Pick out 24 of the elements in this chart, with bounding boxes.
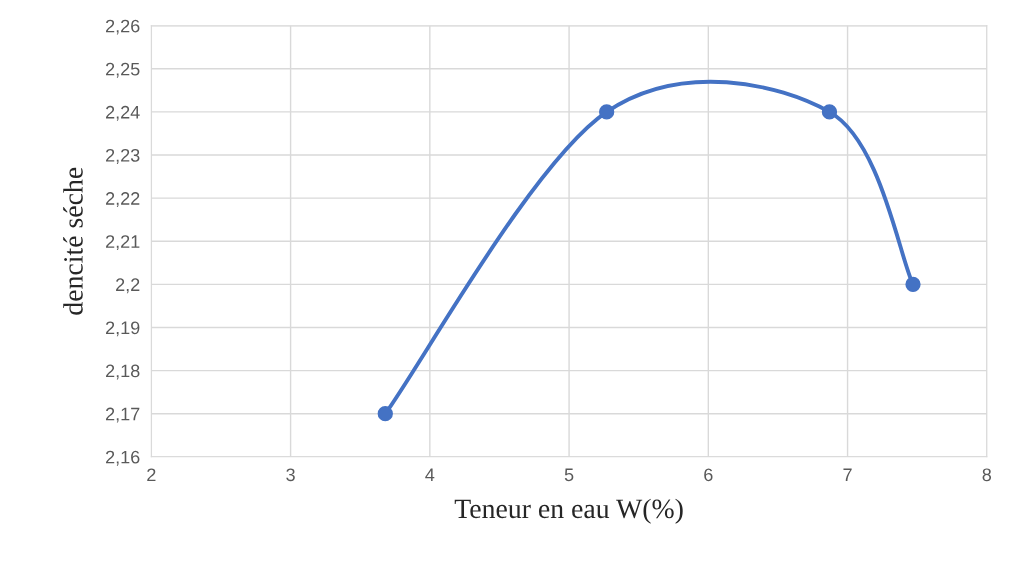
y-axis-title: dencité séche bbox=[63, 167, 83, 315]
y-tick-label: 2,23 bbox=[106, 148, 140, 164]
y-tick-label: 2,16 bbox=[106, 450, 140, 466]
y-tick-label: 2,26 bbox=[106, 19, 140, 35]
y-tick-label: 2,19 bbox=[106, 321, 140, 337]
x-tick-label: 8 bbox=[982, 468, 992, 482]
point bbox=[377, 406, 393, 422]
x-tick-label: 3 bbox=[286, 468, 295, 482]
point bbox=[599, 104, 615, 120]
x-tick-label: 2 bbox=[147, 468, 156, 481]
y-tick-label: 2,21 bbox=[106, 235, 140, 251]
y-tick-label: 2,24 bbox=[106, 105, 140, 121]
x-axis-title: Teneur en eau W(%) bbox=[454, 498, 683, 524]
y-tick-label: 2,17 bbox=[106, 407, 140, 423]
y-tick-label: 2,25 bbox=[106, 62, 140, 78]
x-tick-label: 4 bbox=[425, 468, 435, 481]
point bbox=[905, 276, 921, 292]
y-tick-label: 2,22 bbox=[106, 192, 140, 207]
y-tick-label: 2,2 bbox=[116, 278, 140, 294]
y-tick-label: 2,18 bbox=[106, 364, 140, 380]
x-tick-label: 7 bbox=[843, 468, 852, 481]
x-tick-label: 5 bbox=[564, 468, 574, 482]
x-tick-label: 6 bbox=[704, 468, 713, 482]
point bbox=[821, 104, 838, 120]
